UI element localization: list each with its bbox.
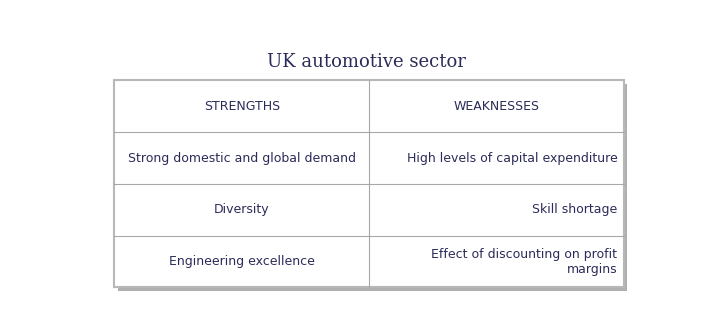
Text: UK automotive sector: UK automotive sector	[267, 53, 466, 71]
Text: STRENGTHS: STRENGTHS	[204, 100, 280, 113]
Text: Diversity: Diversity	[214, 203, 270, 216]
Text: High levels of capital expenditure: High levels of capital expenditure	[407, 152, 618, 165]
Text: Engineering excellence: Engineering excellence	[169, 255, 315, 268]
Text: Effect of discounting on profit
margins: Effect of discounting on profit margins	[431, 248, 618, 276]
Text: WEAKNESSES: WEAKNESSES	[453, 100, 540, 113]
Text: Skill shortage: Skill shortage	[532, 203, 618, 216]
Text: Strong domestic and global demand: Strong domestic and global demand	[128, 152, 356, 165]
